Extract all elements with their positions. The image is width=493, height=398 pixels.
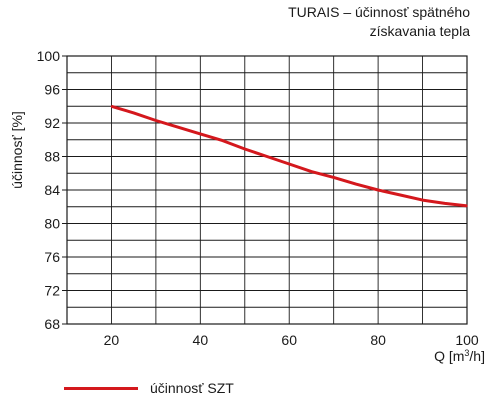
- data-point: [466, 205, 468, 207]
- y-tick-label: 84: [44, 182, 60, 198]
- x-tick-label: 100: [455, 332, 479, 348]
- data-point: [399, 194, 402, 196]
- data-point: [377, 189, 379, 191]
- data-point: [132, 112, 135, 114]
- data-point: [221, 139, 224, 142]
- legend-swatch: [64, 386, 138, 390]
- x-tick-label: 80: [370, 332, 386, 348]
- x-tick-label: 20: [104, 332, 120, 348]
- y-tick-label: 80: [44, 216, 60, 232]
- data-point: [310, 170, 313, 173]
- y-tick-label: 72: [44, 283, 60, 299]
- y-tick-label: 88: [44, 149, 60, 165]
- x-tick-label: 60: [281, 332, 297, 348]
- data-point: [177, 126, 179, 128]
- data-point: [110, 105, 113, 108]
- grid-lines: [66, 55, 468, 325]
- data-point: [243, 148, 246, 150]
- legend-label: účinnosť SZT: [150, 380, 234, 396]
- chart-title-line-1: TURAIS – účinnosť spätného: [288, 4, 470, 20]
- data-point: [421, 199, 424, 201]
- series-layer: [110, 104, 468, 208]
- x-tick-label: 40: [193, 332, 209, 348]
- y-tick-label: 68: [44, 316, 60, 332]
- y-axis-label: účinnosť [%]: [9, 111, 25, 189]
- y-tick-label: 92: [44, 115, 60, 131]
- chart-title: TURAIS – účinnosť spätného získavania te…: [150, 3, 470, 41]
- data-point: [443, 202, 446, 205]
- data-point: [288, 163, 291, 165]
- data-point: [355, 183, 357, 185]
- data-point: [155, 119, 157, 122]
- chart-title-line-2: získavania tepla: [369, 23, 470, 39]
- y-tick-label: 100: [37, 48, 61, 64]
- data-point: [332, 176, 335, 179]
- y-tick-label: 76: [44, 249, 60, 265]
- y-tick-label: 96: [44, 82, 60, 98]
- data-point: [199, 133, 202, 135]
- data-point: [266, 155, 268, 158]
- legend: účinnosť SZT: [64, 380, 234, 396]
- x-axis-label: Q [m3/h]: [434, 348, 485, 364]
- tick-labels: 68 72 76 80 84 88 92 96 100 20 40 60 80 100: [37, 48, 479, 348]
